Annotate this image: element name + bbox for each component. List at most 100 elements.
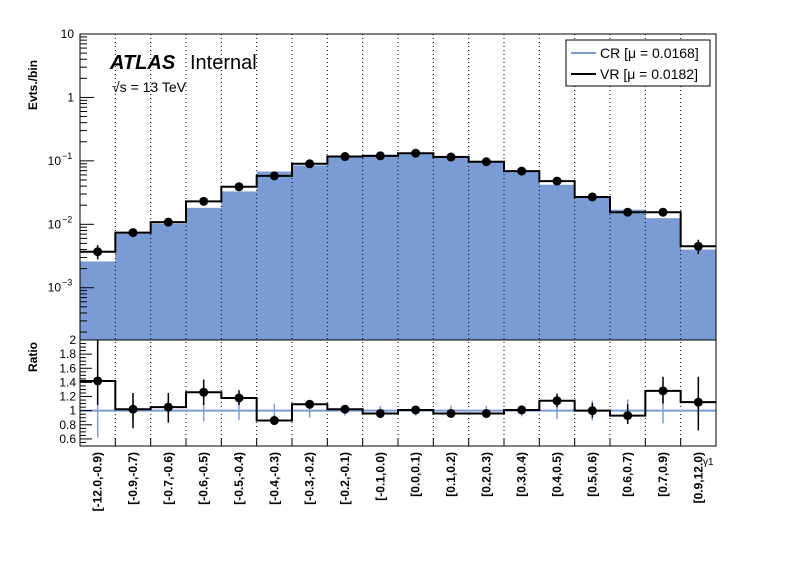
x-category-label: [-0.3,-0.2): [303, 452, 317, 505]
cr-bar: [327, 157, 364, 340]
main-y-tick-label: 10: [48, 281, 62, 295]
cr-bar: [221, 191, 258, 340]
ratio-y-tick-label: 1.6: [59, 361, 76, 375]
vr-point: [269, 171, 279, 181]
ratio-panel: 0.60.811.21.41.61.82: [59, 333, 717, 447]
ratio-point: [269, 416, 279, 426]
vr-step-line: [80, 152, 716, 253]
x-category-label: [-0.1,0.0): [373, 452, 387, 501]
cr-bar: [539, 184, 576, 340]
cr-bar: [468, 160, 505, 340]
main-y-tick-exponent: −3: [62, 278, 72, 288]
cr-bar: [150, 223, 187, 340]
x-category-label: [0.5,0.6): [585, 452, 599, 497]
x-category-label: [-0.5,-0.4): [232, 452, 246, 505]
x-category-label: [0.7,0.9): [656, 452, 670, 497]
vr-point: [693, 241, 703, 251]
vr-point: [552, 176, 562, 186]
vr-point: [446, 152, 456, 162]
ratio-point: [234, 393, 244, 403]
legend-vr-label: VR [μ = 0.0182]: [600, 66, 698, 82]
cr-bar: [574, 196, 611, 340]
tick-base: 10: [48, 154, 62, 168]
legend-box: [565, 39, 711, 87]
x-category-label: [0.1,0.2): [444, 452, 458, 497]
main-y-tick-label: 10: [48, 154, 62, 168]
main-y-tick-label: 10: [48, 217, 62, 231]
vr-point: [234, 182, 244, 192]
ratio-point: [517, 405, 527, 415]
vr-point: [163, 217, 173, 227]
x-axis-title: γ1: [703, 457, 714, 468]
x-category-label: [0.2,0.3): [479, 452, 493, 497]
cr-bar: [115, 233, 152, 340]
x-category-labels: [-12.0,-0.9) [-0.9,-0.7) [-0.7,-0.6) [-0.6,…: [91, 452, 706, 511]
ratio-point: [93, 376, 103, 386]
atlas-label: ATLAS Internal √s = 13 TeV: [109, 52, 257, 95]
x-category-label: [-0.6,-0.5): [197, 452, 211, 505]
x-category-label: [-0.2,-0.1): [338, 452, 352, 505]
ratio-point: [375, 408, 385, 418]
ratio-step-line: [80, 379, 716, 422]
main-y-axis-title: Evts./bin: [26, 60, 40, 110]
x-category-label: [0.4,0.5): [550, 452, 564, 497]
legend-cr-label: CR [μ = 0.0168]: [600, 45, 699, 61]
ratio-point: [693, 397, 703, 407]
energy-sqrt: √s: [112, 79, 127, 95]
vr-point: [481, 157, 491, 167]
ratio-point: [552, 396, 562, 406]
x-category-label: [0.0,0.1): [409, 452, 423, 497]
ratio-y-tick-label: 0.8: [59, 418, 76, 432]
x-category-label: [0.3,0.4): [515, 452, 529, 497]
tick-base: 10: [48, 217, 62, 231]
x-category-label: [0.6,0.7): [621, 452, 635, 497]
ratio-point: [481, 408, 491, 418]
ratio-y-tick-label: 1: [69, 404, 76, 418]
vr-point: [128, 228, 138, 238]
cr-bar: [362, 154, 399, 340]
vr-point: [517, 166, 527, 176]
ratio-y-tick-label: 0.6: [59, 432, 76, 446]
main-y-tick-label: 10: [61, 27, 75, 41]
x-category-label: [-0.7,-0.6): [161, 452, 175, 505]
ratio-y-tick-label: 2: [69, 333, 76, 347]
x-category-label: [-12.0,-0.9): [91, 452, 105, 511]
ratio-point: [587, 406, 597, 416]
vr-point: [623, 207, 633, 217]
main-y-tick-label: 1: [67, 90, 74, 104]
main-y-tick-exponent: −1: [62, 151, 72, 161]
cr-bar: [645, 218, 682, 340]
cr-bar: [680, 249, 717, 340]
ratio-point: [446, 408, 456, 418]
cr-bar: [504, 171, 540, 340]
cr-bar: [292, 165, 328, 340]
ratio-point: [340, 404, 350, 414]
ratio-y-axis-title: Ratio: [26, 342, 40, 372]
x-category-label: [-0.9,-0.7): [126, 452, 140, 505]
energy-value: = 13 TeV: [127, 79, 187, 95]
x-category-label: [0.9,12.0): [691, 452, 705, 503]
vr-point: [340, 152, 350, 162]
ratio-point: [128, 404, 138, 414]
atlas-logo-text: ATLAS: [109, 52, 176, 74]
vr-point: [411, 148, 421, 158]
tick-base: 10: [48, 281, 62, 295]
vr-point: [199, 196, 209, 206]
ratio-y-tick-label: 1.4: [59, 375, 76, 389]
ratio-y-tick-label: 1.2: [59, 390, 76, 404]
vr-point: [375, 151, 385, 161]
x-category-label: [-0.4,-0.3): [267, 452, 281, 505]
vr-point: [93, 247, 103, 257]
cr-bar: [186, 207, 222, 340]
vr-point: [658, 207, 668, 217]
ratio-point: [199, 387, 209, 397]
energy-label: √s = 13 TeV: [112, 79, 187, 95]
cr-bar: [433, 155, 470, 340]
cr-bar: [398, 153, 434, 340]
ratio-point: [163, 402, 173, 412]
main-y-tick-exponent: −2: [62, 214, 72, 224]
ratio-point: [411, 405, 421, 415]
vr-point: [305, 159, 315, 169]
